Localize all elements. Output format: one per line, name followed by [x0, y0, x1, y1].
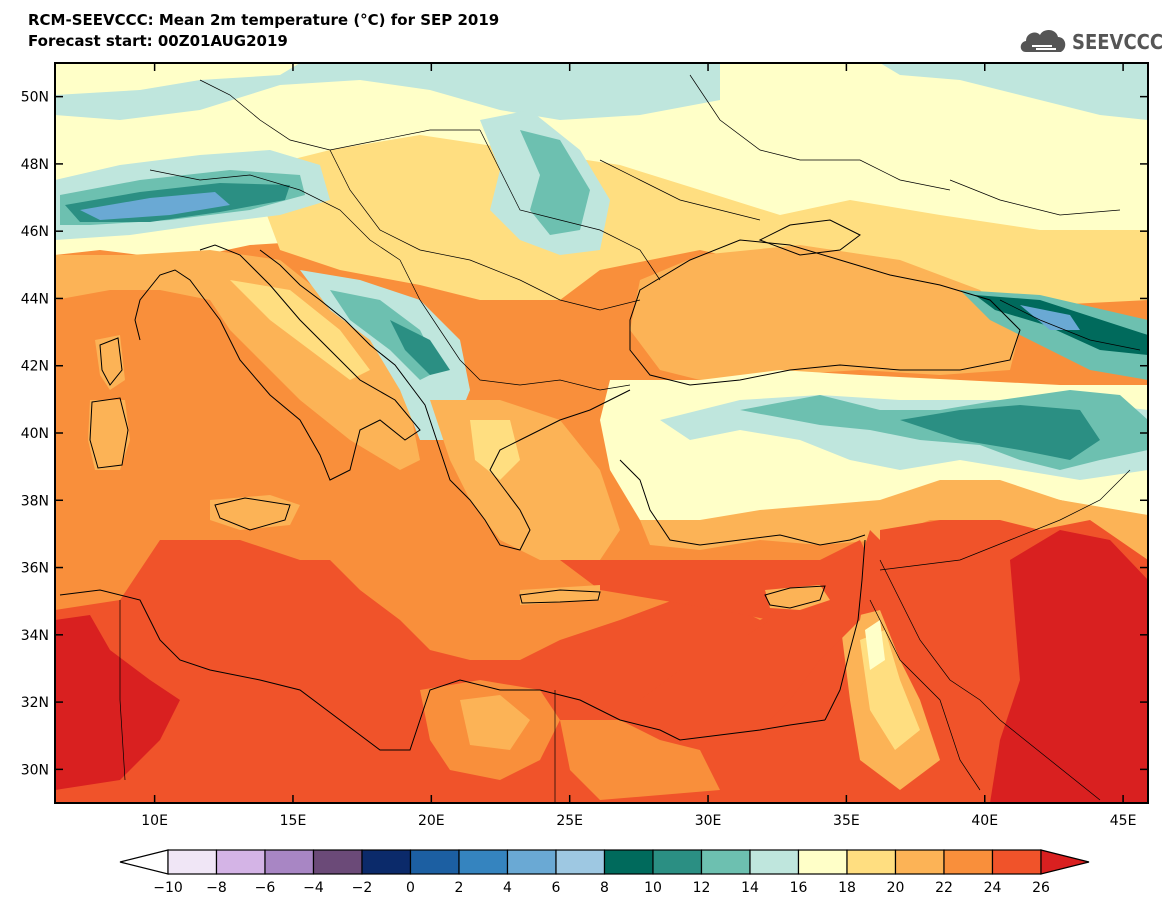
latitude-axis: 50N 48N 46N 44N 42N 40N 38N 36N 34N 32N 30N — [21, 90, 1148, 778]
seevccc-logo: SEEVCCC — [1018, 24, 1163, 58]
lat-tick-label: 50N — [21, 90, 49, 106]
lon-tick-label: 40E — [971, 813, 998, 829]
lon-tick-label: 35E — [833, 813, 860, 829]
colorbar-swatch — [555, 849, 606, 875]
colorbar-swatch — [361, 849, 412, 875]
colorbar-swatch — [264, 849, 315, 875]
cloud-logo-icon — [1020, 29, 1066, 52]
colorbar-tick-label: −8 — [206, 880, 227, 896]
colorbar-swatch — [846, 849, 897, 875]
map-title: RCM-SEEVCCC: Mean 2m temperature (°C) fo… — [28, 11, 500, 29]
colorbar-tick-label: 24 — [984, 880, 1002, 896]
colorbar-tick-label: 22 — [935, 880, 953, 896]
colorbar-tick-label: −2 — [352, 880, 373, 896]
colorbar-swatch — [797, 849, 848, 875]
colorbar-tick-label: 2 — [455, 880, 464, 896]
colorbar-tick-label: 18 — [838, 880, 856, 896]
colorbar-swatch — [894, 849, 945, 875]
colorbar-swatch — [215, 849, 266, 875]
lat-tick-label: 34N — [21, 628, 49, 644]
colorbar-tick-label: −6 — [255, 880, 276, 896]
lat-tick-label: 44N — [21, 291, 49, 307]
lon-tick-label: 10E — [141, 813, 168, 829]
colorbar-under-triangle — [119, 849, 169, 875]
longitude-axis: 10E 15E 20E 25E 30E 35E 40E 45E — [141, 63, 1136, 829]
colorbar-tick-label: 0 — [406, 880, 415, 896]
colorbar-swatch — [652, 849, 703, 875]
lon-tick-label: 20E — [418, 813, 445, 829]
country-borders — [119, 74, 1141, 803]
lat-tick-label: 36N — [21, 561, 49, 577]
logo-text: SEEVCCC — [1072, 30, 1164, 54]
colorbar-swatch — [409, 849, 460, 875]
colorbar-swatch — [603, 849, 654, 875]
lon-tick-label: 30E — [695, 813, 722, 829]
lat-tick-label: 42N — [21, 359, 49, 375]
lat-tick-label: 46N — [21, 224, 49, 240]
colorbar-swatch — [312, 849, 363, 875]
lat-tick-label: 30N — [21, 762, 49, 778]
forecast-start-label: Forecast start: 00Z01AUG2019 — [28, 32, 288, 50]
lat-tick-label: 48N — [21, 157, 49, 173]
colorbar-tick-label: 10 — [644, 880, 662, 896]
temperature-field — [55, 63, 1148, 803]
colorbar-swatch — [749, 849, 800, 875]
colorbar-swatch — [700, 849, 751, 875]
colorbar-tick-label: 12 — [693, 880, 711, 896]
colorbar-over-triangle — [1040, 849, 1090, 875]
colorbar-tick-label: 6 — [552, 880, 561, 896]
lat-tick-label: 38N — [21, 493, 49, 509]
lat-tick-label: 32N — [21, 695, 49, 711]
lon-tick-label: 45E — [1110, 813, 1137, 829]
colorbar-tick-label: 4 — [503, 880, 512, 896]
lon-tick-label: 25E — [556, 813, 583, 829]
colorbar-tick-label: −4 — [303, 880, 324, 896]
colorbar: −10 −8 −6 −4 −2 0 2 4 6 8 10 12 14 16 18 20 22 24 26 — [119, 849, 1090, 896]
colorbar-tick-label: 26 — [1032, 880, 1050, 896]
colorbar-tick-label: 20 — [887, 880, 905, 896]
lat-tick-label: 40N — [21, 426, 49, 442]
colorbar-swatch — [943, 849, 994, 875]
colorbar-tick-label: −10 — [153, 880, 183, 896]
coastlines — [59, 219, 1021, 751]
colorbar-tick-label: 14 — [741, 880, 759, 896]
colorbar-tick-label: 8 — [600, 880, 609, 896]
colorbar-swatch — [167, 849, 218, 875]
lon-tick-label: 15E — [280, 813, 307, 829]
colorbar-tick-label: 16 — [790, 880, 808, 896]
colorbar-swatch — [458, 849, 509, 875]
colorbar-swatch — [991, 849, 1042, 875]
colorbar-swatch — [506, 849, 557, 875]
